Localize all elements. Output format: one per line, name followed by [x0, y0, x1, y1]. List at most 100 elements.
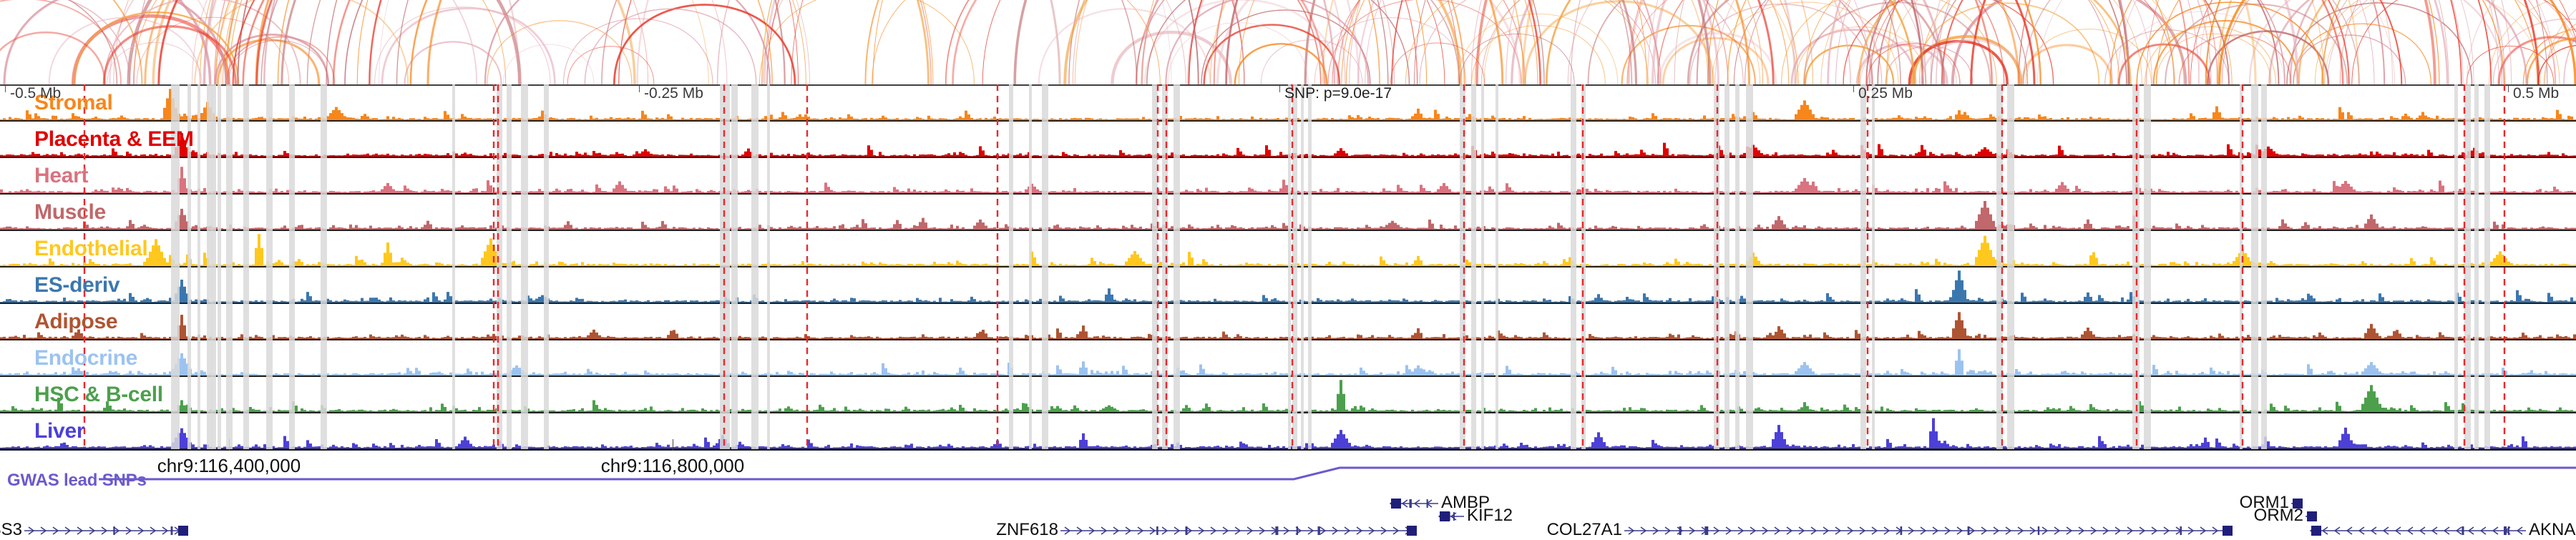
interaction-arc [2522, 29, 2576, 84]
signal-track[interactable]: Muscle [0, 195, 2576, 231]
signal-track[interactable]: Adipose [0, 304, 2576, 340]
interaction-arc [2526, 37, 2576, 84]
gene-strand-arrow [1198, 526, 1205, 535]
signal-area [0, 380, 2576, 412]
interaction-arc [1146, 0, 1410, 84]
signal-area [0, 349, 2576, 375]
gene-name-orm1[interactable]: ORM1 [2239, 493, 2289, 512]
gene-exon [1453, 512, 1455, 521]
gene-strand-arrow [2163, 526, 2170, 535]
interaction-arc [1658, 32, 1777, 84]
gene-strand-arrow [1677, 526, 1684, 535]
interaction-arc [484, 0, 771, 84]
gene-strand-arrow [2041, 526, 2049, 535]
interaction-arc [584, 8, 757, 84]
interaction-arc [1135, 0, 1460, 84]
interaction-arc [2206, 30, 2330, 84]
gene-strand-arrow [1774, 526, 1781, 535]
gene-terminal-exon [2293, 499, 2303, 509]
signal-track[interactable]: Endothelial [0, 231, 2576, 267]
gene-exon [1317, 526, 1320, 535]
gene-terminal-exon [1440, 511, 1450, 521]
interaction-arc [601, 0, 1138, 84]
gene-name-ss3[interactable]: SS3 [0, 520, 22, 539]
interaction-arc [0, 0, 122, 84]
interaction-arc [332, 0, 1994, 84]
gene-name-znf618[interactable]: ZNF618 [996, 520, 1058, 539]
interaction-arc [562, 18, 713, 84]
gene-strand-arrow [1908, 526, 1915, 535]
gene-name-orm2[interactable]: ORM2 [2253, 506, 2303, 525]
interaction-arc [487, 20, 633, 84]
signal-track[interactable]: Stromal [0, 86, 2576, 122]
signal-track[interactable]: Endocrine [0, 340, 2576, 377]
gene-name-akna[interactable]: AKNA [2529, 520, 2576, 539]
gene-strand-arrow [1835, 526, 1842, 535]
gene-strand-arrow [1401, 499, 1408, 508]
gene-strand-arrow [2321, 526, 2328, 535]
interaction-arc [228, 40, 329, 84]
interaction-arc [1523, 0, 1715, 84]
interaction-arc [2293, 23, 2431, 84]
interaction-arc [945, 0, 1322, 84]
signal-track[interactable]: Heart [0, 158, 2576, 195]
gene-terminal-exon [2307, 511, 2317, 521]
gene-strand-arrow [2358, 526, 2365, 535]
interaction-arc [872, 0, 1161, 84]
interaction-arc [502, 44, 595, 84]
chromatin-interaction-arcs [0, 0, 2576, 84]
interaction-arc [107, 42, 203, 84]
gene-strand-arrow [1380, 526, 1387, 535]
gene-strand-arrow [1368, 526, 1375, 535]
gene-exon [2504, 526, 2507, 535]
interaction-arc [112, 0, 143, 84]
interaction-arc [1804, 0, 2120, 84]
interaction-arc [1626, 0, 1883, 84]
signal-track[interactable]: HSC & B-cell [0, 377, 2576, 413]
gene-strand-arrow [1956, 526, 1963, 535]
gene-strand-arrow [89, 526, 96, 535]
gene-exon [1275, 526, 1279, 535]
gene-strand-arrow [1871, 526, 1878, 535]
gene-name-kif12[interactable]: KIF12 [1467, 506, 1513, 525]
gene-name-col27a1[interactable]: COL27A1 [1546, 520, 1622, 539]
gene-strand-arrow [1652, 526, 1659, 535]
gene-strand-arrow [1174, 526, 1181, 535]
interaction-arc [2497, 36, 2576, 84]
gene-strand-arrow [1356, 526, 1363, 535]
interaction-arc [1483, 0, 1761, 84]
interaction-arc [1858, 0, 2132, 84]
gene-strand-arrow [125, 526, 132, 535]
interaction-arc [2037, 0, 2396, 84]
gene-svg [24, 499, 2526, 536]
gene-terminal-exon [1407, 526, 1417, 536]
interaction-arc [2021, 44, 2113, 84]
signal-track-stack: Stromal Placenta & EEM Heart Muscle Endothel… [0, 84, 2576, 450]
gene-strand-arrow [2516, 526, 2523, 535]
gene-strand-arrow [2054, 526, 2061, 535]
coordinate-tick [229, 439, 230, 451]
signal-track[interactable]: Placenta & EEM [0, 122, 2576, 158]
interaction-arc [1165, 0, 1370, 84]
interaction-arc [2489, 0, 2553, 84]
interaction-arc [1471, 25, 1606, 84]
gene-exon [113, 526, 115, 535]
gene-terminal-exon [2311, 526, 2321, 536]
gene-strand-arrow [2102, 526, 2109, 535]
signal-area [0, 201, 2576, 230]
interaction-arc [68, 0, 118, 84]
interaction-arc [3, 0, 228, 84]
gene-strand-arrow [2212, 526, 2219, 535]
gene-strand-arrow [1883, 526, 1890, 535]
track-signal-profile [0, 234, 2576, 266]
gene-strand-arrow [1222, 526, 1229, 535]
signal-track[interactable]: Liver [0, 413, 2576, 450]
interaction-arc [0, 31, 106, 84]
interaction-arc [1687, 0, 1946, 84]
gene-strand-arrow [1859, 526, 1866, 535]
signal-track[interactable]: ES-deriv [0, 267, 2576, 304]
gene-terminal-exon [2223, 526, 2233, 536]
signal-area [0, 234, 2576, 266]
gene-name-ambp[interactable]: AMBP [1441, 493, 1491, 512]
interaction-arc [74, 11, 240, 84]
